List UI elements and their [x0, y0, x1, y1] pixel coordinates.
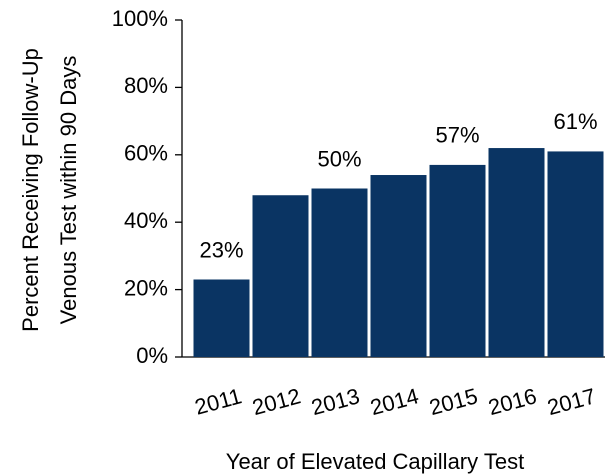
x-tick-label: 2012 [250, 383, 304, 420]
y-tick-label: 20% [124, 275, 168, 300]
y-tick-label: 0% [136, 343, 168, 368]
bar [252, 195, 309, 357]
x-tick-label: 2011 [192, 383, 244, 419]
y-tick-label: 60% [124, 141, 168, 166]
y-axis-title: Venous Test within 90 Days [56, 56, 81, 325]
data-label: 23% [199, 237, 243, 262]
y-axis-title: Percent Receiving Follow-Up [18, 48, 43, 332]
data-label: 50% [317, 146, 361, 171]
data-label: 57% [435, 123, 479, 148]
bar [547, 151, 604, 357]
bar [370, 175, 427, 357]
bar [488, 148, 545, 357]
x-tick-label: 2017 [545, 383, 599, 420]
y-tick-label: 100% [112, 6, 168, 31]
x-tick-label: 2014 [368, 383, 422, 420]
x-tick-label: 2015 [427, 383, 481, 420]
bar [193, 279, 250, 357]
y-tick-label: 40% [124, 208, 168, 233]
x-tick-label: 2016 [486, 383, 540, 420]
bar [311, 188, 368, 357]
y-tick-label: 80% [124, 73, 168, 98]
x-tick-label: 2013 [309, 383, 363, 420]
x-axis-title: Year of Elevated Capillary Test [226, 449, 524, 474]
bar [429, 164, 486, 357]
data-label: 61% [553, 109, 597, 134]
